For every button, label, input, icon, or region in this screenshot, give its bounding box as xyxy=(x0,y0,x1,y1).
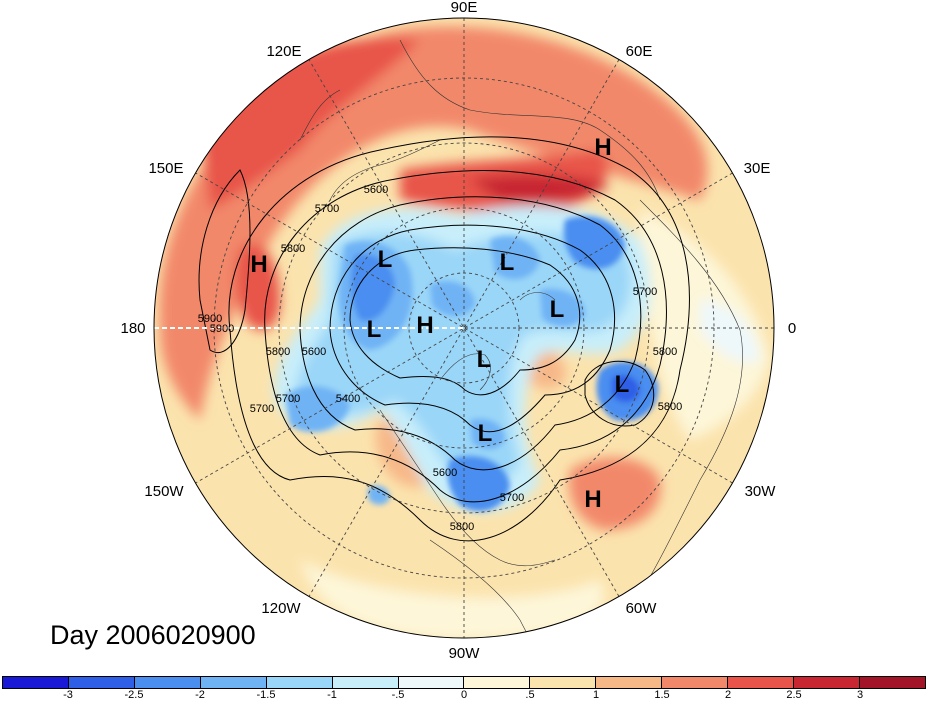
colorbar-tick-label: 2.5 xyxy=(786,689,802,701)
colorbar-segment xyxy=(596,677,663,688)
colorbar-tick-label: -2 xyxy=(195,689,205,701)
contour-label: 5900 xyxy=(210,323,234,335)
lon-label-30e: 30E xyxy=(744,160,771,177)
coastlines xyxy=(299,39,743,638)
lon-label-180: 180 xyxy=(120,320,145,337)
colorbar-segment xyxy=(859,677,925,688)
contour-label: 5800 xyxy=(266,346,290,358)
center-marker-h: H xyxy=(584,486,601,513)
contour-label: 5600 xyxy=(302,346,326,358)
lon-label-30w: 30W xyxy=(745,483,777,500)
center-marker-l: L xyxy=(615,371,630,398)
center-marker-l: L xyxy=(367,316,382,343)
day-label: Day 2006020900 xyxy=(50,620,256,650)
lon-label-60e: 60E xyxy=(626,43,653,60)
contour-label: 5800 xyxy=(658,401,682,413)
colorbar-segment xyxy=(530,677,597,688)
contour-label: 5800 xyxy=(450,521,474,533)
contour-label: 5700 xyxy=(276,393,300,405)
colorbar-segment xyxy=(728,677,795,688)
center-marker-l: L xyxy=(477,346,492,373)
colorbar-tick-label: 3 xyxy=(856,689,864,701)
contour-label: 5700 xyxy=(315,203,339,215)
graticule xyxy=(195,18,774,638)
colorbar-segment xyxy=(332,677,399,688)
center-marker-l: L xyxy=(550,296,565,323)
contour-label: 5400 xyxy=(336,393,360,405)
lon-label-150e: 150E xyxy=(148,160,183,177)
colorbar-tick-label: .5 xyxy=(525,689,535,701)
colorbar-segment xyxy=(200,677,267,688)
center-marker-h: H xyxy=(594,134,611,161)
lon-label-90w: 90W xyxy=(449,645,481,662)
contour-label: 5600 xyxy=(364,184,388,196)
colorbar-segment xyxy=(794,677,860,688)
colorbar-tick-label: 1.5 xyxy=(654,689,670,701)
colorbar-tick-label: -1 xyxy=(327,689,337,701)
colorbar-tick-label: -2.5 xyxy=(124,689,144,701)
colorbar-labels: -3 -2.5 -2 -1.5 -1 -.5 0 .5 1 1.5 2 2.5 3 xyxy=(0,689,928,702)
lon-label-60w: 60W xyxy=(626,600,658,617)
colorbar-tick-label: -.5 xyxy=(391,689,405,701)
contour-label: 5900 xyxy=(198,313,222,325)
contour-label: 5800 xyxy=(281,243,305,255)
center-marker-h: H xyxy=(250,251,267,278)
colorbar-tick-label: -1.5 xyxy=(256,689,276,701)
map-boundary xyxy=(153,17,775,639)
colorbar-segment xyxy=(134,677,201,688)
lon-label-0: 0 xyxy=(788,320,796,337)
colorbar-segment xyxy=(464,677,531,688)
center-marker-l: L xyxy=(500,249,515,276)
anomaly-field xyxy=(154,18,774,638)
colorbar-segment xyxy=(662,677,729,688)
contour-label: 5800 xyxy=(653,346,677,358)
colorbar-segment xyxy=(68,677,135,688)
contour-labels: 5600 5700 5800 5900 5600 5800 5700 5400 … xyxy=(198,184,682,533)
contour-label: 5600 xyxy=(433,467,457,479)
colorbar-tick-label: -3 xyxy=(63,689,73,701)
lon-label-150w: 150W xyxy=(144,483,184,500)
lon-label-120w: 120W xyxy=(261,600,301,617)
contour-label: 5700 xyxy=(500,492,524,504)
contour-label: 5700 xyxy=(250,403,274,415)
height-contours xyxy=(198,136,690,542)
lon-label-120e: 120E xyxy=(266,43,301,60)
lon-label-90e: 90E xyxy=(451,0,478,16)
colorbar-segment xyxy=(3,677,69,688)
colorbar-segment xyxy=(398,677,465,688)
pressure-centers: H H L L L L H L L L H xyxy=(250,134,629,513)
center-marker-l: L xyxy=(378,246,393,273)
colorbar xyxy=(2,676,926,689)
colorbar-tick-label: 0 xyxy=(460,689,468,701)
center-marker-l: L xyxy=(478,420,493,447)
center-marker-h: H xyxy=(416,312,433,339)
colorbar-tick-label: 1 xyxy=(592,689,600,701)
colorbar-tick-label: 2 xyxy=(724,689,732,701)
colorbar-segment xyxy=(266,677,333,688)
contour-label: 5700 xyxy=(633,286,657,298)
